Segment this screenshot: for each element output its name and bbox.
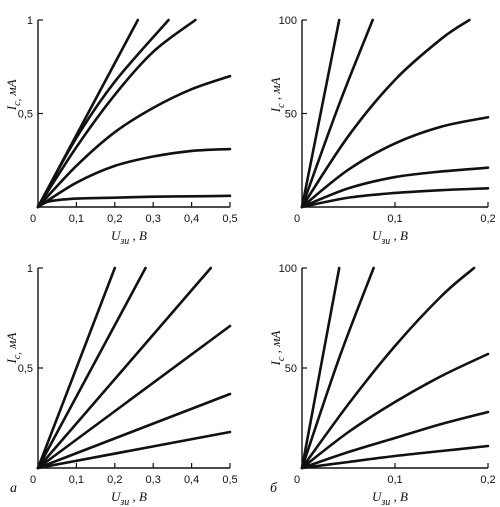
bottom-left-series-4-line <box>36 324 232 470</box>
bottom-right-y-tick-label: 100 <box>279 263 297 275</box>
bottom-right-y-axis-label: Iс , мА <box>268 331 287 367</box>
bottom-right-series-1-line <box>300 266 341 470</box>
bottom-left-y-tick-label: 1 <box>27 263 33 275</box>
bottom-left-y-tick-label: 0,5 <box>18 363 33 375</box>
bottom-right-x-tick-label: 0,2 <box>480 474 495 486</box>
bottom-left-series-2-line <box>36 266 147 470</box>
bottom-left-series-3-line <box>36 266 213 470</box>
bottom-left-x-tick-label: 0,4 <box>184 474 199 486</box>
top-right-series-5-line <box>300 166 490 209</box>
top-left-series-3-line <box>36 18 197 209</box>
top-right-series-1-line <box>300 18 341 209</box>
bottom-left-x-tick-label: 0,1 <box>69 474 84 486</box>
bottom-left-series-5-line <box>36 392 232 470</box>
top-right-x-tick-label: 0 <box>294 213 300 225</box>
top-left-y-axis-label: Iс, мА <box>4 79 23 111</box>
bottom-right-series-3-line <box>300 266 476 470</box>
bottom-left-x-tick-label: 0,3 <box>146 474 161 486</box>
top-left-x-tick-label: 0 <box>30 213 36 225</box>
top-right-y-tick-label: 100 <box>279 15 297 27</box>
bottom-left-x-tick-label: 0,2 <box>107 474 122 486</box>
top-left-x-tick-label: 0,4 <box>184 213 199 225</box>
top-right-x-axis-label: Uзи , В <box>372 228 408 247</box>
top-left-x-tick-label: 0,3 <box>146 213 161 225</box>
bottom-left-x-tick-label: 0,5 <box>222 474 237 486</box>
bottom-left-x-tick-label: 0 <box>30 474 36 486</box>
bottom-right-x-axis-label: Uзи , В <box>372 489 408 507</box>
top-right-series-6-line <box>300 187 490 209</box>
top-right-x-tick-label: 0,1 <box>387 213 402 225</box>
bottom-right-y-tick-label: 50 <box>285 363 297 375</box>
panel-label-a: а <box>10 481 17 496</box>
bottom-right-series-4-line <box>300 352 490 470</box>
top-right-x-tick-label: 0,2 <box>480 213 495 225</box>
bottom-right-series-5-line <box>300 410 490 470</box>
top-left-x-tick-label: 0,5 <box>222 213 237 225</box>
top-left-y-tick-label: 0,5 <box>18 109 33 121</box>
bottom-right-x-tick-label: 0 <box>294 474 300 486</box>
bottom-right-series-2-line <box>300 266 375 470</box>
top-left-x-tick-label: 0,2 <box>107 213 122 225</box>
top-left-series-5-line <box>36 147 232 209</box>
top-left-x-tick-label: 0,1 <box>69 213 84 225</box>
bottom-left-series-1-line <box>36 266 117 470</box>
bottom-left-x-axis-label: Uзи , В <box>111 489 147 507</box>
top-left-x-axis-label: Uзи , В <box>111 228 147 247</box>
top-left-y-tick-label: 1 <box>27 15 33 27</box>
top-right-series-2-line <box>300 18 374 209</box>
top-right-series-3-line <box>300 18 471 209</box>
top-left-series-6-line <box>36 194 232 209</box>
top-right-y-tick-label: 50 <box>285 109 297 121</box>
panel-label-b: б <box>270 481 278 496</box>
bottom-left-y-axis-label: Iс, мА <box>4 333 23 365</box>
bottom-right-series-6-line <box>300 444 490 470</box>
top-left-series-4-line <box>36 74 232 209</box>
bottom-left-series-6-line <box>36 430 232 470</box>
top-right-y-axis-label: Iс , мА <box>268 77 287 113</box>
top-left-series-2-line <box>36 18 170 209</box>
bottom-right-x-tick-label: 0,1 <box>387 474 402 486</box>
top-right-series-4-line <box>300 115 490 209</box>
